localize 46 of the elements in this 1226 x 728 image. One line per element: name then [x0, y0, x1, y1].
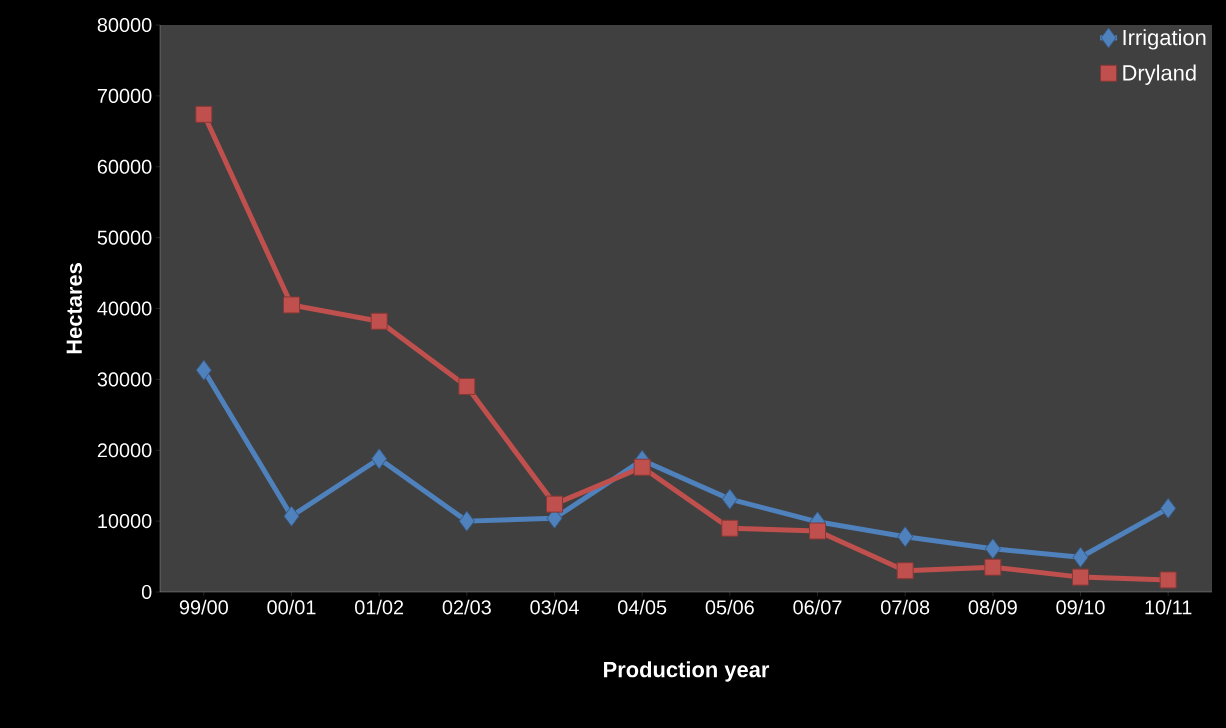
point	[283, 505, 300, 527]
point	[458, 377, 476, 395]
y-tick-label: 80000	[97, 17, 152, 33]
legend-label: Dryland	[1123, 64, 1196, 85]
y-tick-label: 60000	[97, 159, 152, 174]
x-tick-label: 02/03	[442, 599, 491, 615]
point	[896, 562, 914, 580]
x-tick-label: 10/11	[1145, 599, 1192, 615]
point	[1072, 568, 1089, 586]
point	[1160, 497, 1177, 519]
point	[809, 522, 826, 540]
x-axis-title: Production year	[604, 661, 770, 682]
point	[283, 296, 300, 314]
point	[897, 526, 914, 548]
x-tick-label: 05/06	[705, 599, 754, 615]
x-tick-label: 03/04	[530, 599, 579, 615]
point	[1072, 546, 1089, 568]
x-tick-label: 08/09	[968, 599, 1017, 615]
x-tick-label: 04/05	[618, 599, 667, 615]
point	[195, 105, 213, 123]
point	[721, 488, 738, 510]
point	[1159, 571, 1177, 589]
point	[984, 558, 1002, 576]
x-tick-label: 06/07	[793, 599, 842, 615]
point	[633, 458, 651, 476]
x-tick-label: 99/00	[179, 599, 228, 615]
point	[984, 538, 1001, 560]
y-tick-label: 50000	[97, 230, 152, 245]
x-tick-label: 09/10	[1056, 599, 1105, 615]
y-tick-label: 0	[141, 584, 152, 600]
legend-label: Irrigation	[1123, 29, 1206, 50]
point	[371, 448, 388, 470]
point	[370, 312, 388, 330]
y-tick-label: 30000	[97, 372, 152, 387]
x-tick-label: 07/08	[881, 599, 930, 615]
y-axis-title: Hectares	[66, 263, 82, 354]
y-tick-label: 70000	[97, 88, 152, 103]
point	[458, 510, 475, 532]
point	[721, 519, 739, 537]
point	[546, 495, 563, 513]
y-tick-label: 10000	[98, 514, 152, 529]
y-tick-label: 20000	[97, 443, 152, 458]
x-tick-label: 00/01	[267, 599, 316, 615]
point	[195, 359, 212, 381]
y-tick-label: 40000	[97, 301, 152, 316]
x-tick-label: 01/02	[355, 599, 404, 615]
